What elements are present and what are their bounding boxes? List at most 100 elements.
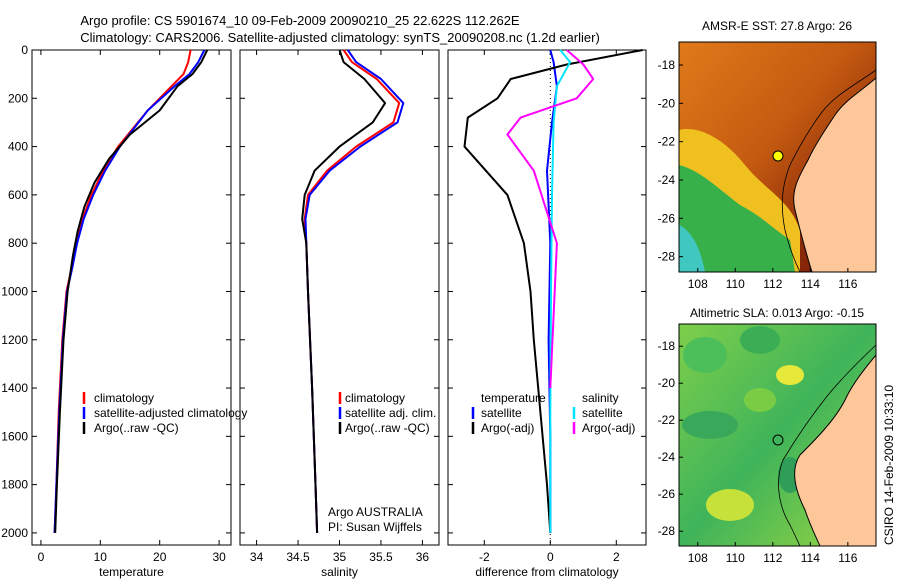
y-tick-label: 400	[8, 140, 28, 154]
temperature-plot: 0 10 20 30 0 200 400 600 800 1000 1200 1400 1600 1800…	[1, 43, 231, 579]
map-x-tick-label: 108	[688, 277, 708, 291]
map-y-tick-label: -18	[658, 339, 676, 353]
temperature-legend: climatology satellite-adjusted climatolo…	[82, 391, 247, 435]
map-y-tick-label: -20	[658, 376, 676, 390]
sst-map-axes: 108 110 112 114 116 -18 -20 -22 -24 -26 -28	[658, 58, 858, 291]
map-y-tick-label: -28	[658, 524, 676, 538]
legend-label-satellite: satellite-adjusted climatology	[94, 406, 247, 420]
sst-map-frame	[678, 41, 877, 273]
map-x-tick-label: 110	[726, 551, 745, 565]
legend-label-climatology: climatology	[94, 391, 154, 405]
chart-title-line1: Argo profile: CS 5901674_10 09-Feb-2009 …	[80, 13, 520, 28]
argo-float-marker-sla	[772, 434, 784, 446]
side-timestamp: CSIRO 14-Feb-2009 10:33:10	[882, 385, 896, 545]
sst-map	[679, 42, 876, 272]
x-tick-label: 0	[38, 550, 45, 564]
map-x-tick-label: 112	[763, 551, 782, 565]
y-tick-label: 1000	[1, 284, 28, 298]
sst-cyan-water	[679, 225, 705, 272]
salinity-panel	[239, 49, 440, 546]
x-tick-label: 2	[613, 550, 620, 564]
y-tick-label: 1400	[1, 381, 28, 395]
sla-patch	[744, 388, 776, 412]
legend-label-sal-satellite: satellite	[582, 406, 623, 420]
legend-heading-temperature: temperature	[481, 391, 546, 405]
salinity-legend: climatology satellite adj. clim. Argo(..…	[328, 391, 436, 534]
x-tick-label: 0	[547, 550, 554, 564]
sla-patch	[682, 411, 738, 439]
x-tick-label: 30	[212, 550, 226, 564]
y-tick-label: 1600	[1, 429, 28, 443]
x-tick-label: 10	[94, 550, 108, 564]
x-tick-label: 34.5	[286, 550, 310, 564]
chart-title-line2: Climatology: CARS2006. Satellite-adjuste…	[80, 30, 600, 45]
legend-label-temp-argo: Argo(-adj)	[481, 421, 534, 435]
land	[793, 78, 876, 272]
map-y-tick-label: -28	[658, 250, 676, 264]
temperature-panel	[31, 49, 232, 546]
salinity-annotation-line2: PI: Susan Wijffels	[328, 520, 422, 534]
legend-label-argo: Argo(..raw -QC)	[345, 421, 430, 435]
legend-label-climatology: climatology	[345, 391, 405, 405]
legend-heading-salinity: salinity	[582, 391, 619, 405]
map-x-tick-label: 114	[801, 551, 820, 565]
map-x-tick-label: 112	[763, 277, 782, 291]
legend-label-temp-satellite: satellite	[481, 406, 522, 420]
series-line-argo-raw-qc-	[301, 49, 387, 533]
map-y-tick-label: -18	[658, 58, 676, 72]
series-line-argo-raw-qc-	[54, 49, 209, 533]
y-tick-label: 800	[8, 236, 28, 250]
x-axis-label: salinity	[321, 565, 358, 579]
legend-label-satellite: satellite adj. clim.	[345, 406, 436, 420]
map-x-tick-label: 114	[801, 277, 820, 291]
difference-legend: temperature satellite Argo(-adj) salinit…	[471, 391, 635, 435]
y-tick-label: 200	[8, 91, 28, 105]
map-y-tick-label: -26	[658, 211, 676, 225]
sla-map-frame	[678, 323, 877, 547]
legend-label-sal-argo: Argo(-adj)	[582, 421, 635, 435]
sla-map-axes: 108 110 112 114 116 -18 -20 -22 -24 -26 -28	[658, 339, 858, 565]
sla-patch	[776, 365, 804, 385]
isobath	[778, 344, 876, 546]
coastline	[793, 77, 876, 272]
x-tick-label: 35.5	[369, 550, 393, 564]
y-tick-label: 1200	[1, 333, 28, 347]
x-tick-label: 35	[333, 550, 347, 564]
sla-patch	[706, 489, 754, 521]
map-x-tick-label: 116	[838, 277, 857, 291]
map-y-tick-label: -24	[658, 450, 676, 464]
x-tick-label: 20	[153, 550, 167, 564]
difference-panel	[447, 49, 647, 546]
isobath	[781, 69, 876, 272]
map-y-tick-label: -22	[658, 413, 676, 427]
coastline	[794, 354, 876, 546]
salinity-plot: 34 34.5 35 35.5 36 salinity	[240, 49, 439, 579]
series-line-argo-adj-	[463, 49, 643, 533]
x-tick-label: 36	[416, 550, 430, 564]
sla-patch	[683, 337, 727, 373]
series-line-argo-adj-	[506, 49, 595, 389]
legend-label-argo: Argo(..raw -QC)	[94, 421, 179, 435]
sst-map-title: AMSR-E SST: 27.8 Argo: 26	[702, 19, 852, 33]
sla-map-title: Altimetric SLA: 0.013 Argo: -0.15	[690, 306, 864, 320]
x-tick-label: 34	[250, 550, 264, 564]
salinity-annotation-line1: Argo AUSTRALIA	[328, 505, 423, 519]
land	[794, 355, 876, 546]
x-tick-label: -2	[479, 550, 490, 564]
argo-float-marker-sst	[772, 150, 784, 162]
y-tick-label: 0	[21, 43, 28, 57]
sst-green-water	[679, 165, 795, 272]
map-y-tick-label: -22	[658, 135, 676, 149]
map-y-tick-label: -26	[658, 487, 676, 501]
x-axis-label: temperature	[99, 565, 164, 579]
y-tick-label: 2000	[1, 526, 28, 540]
y-tick-label: 1800	[1, 478, 28, 492]
sla-patch	[740, 326, 780, 354]
x-axis-label: difference from climatology	[475, 565, 618, 579]
map-x-tick-label: 116	[838, 551, 857, 565]
map-x-tick-label: 108	[688, 551, 708, 565]
map-y-tick-label: -24	[658, 173, 676, 187]
map-y-tick-label: -20	[658, 96, 676, 110]
